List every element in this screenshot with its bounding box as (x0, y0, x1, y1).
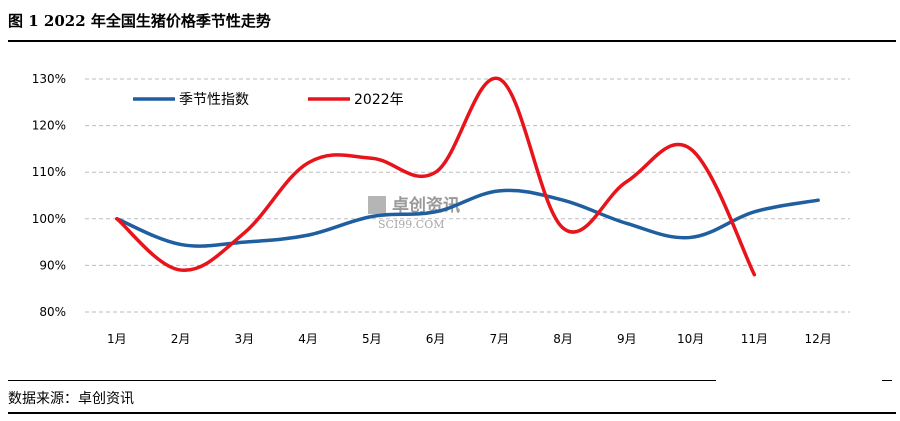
x-tick-label: 2月 (171, 332, 191, 346)
x-tick-label: 8月 (553, 332, 573, 346)
y-tick-label: 100% (32, 212, 66, 226)
x-tick-label: 12月 (804, 332, 831, 346)
x-tick-label: 5月 (362, 332, 382, 346)
y-tick-label: 80% (39, 305, 66, 319)
middle-rule-tick (882, 380, 892, 381)
y-tick-label: 130% (32, 72, 66, 86)
series-lines (115, 76, 820, 277)
x-axis-ticks: 1月 2月 3月 4月 5月 6月 7月 8月 9月 10月 11月 12月 (107, 332, 832, 346)
series-line-2022 (115, 76, 757, 277)
watermark-subtext: SCI99.COM (378, 218, 445, 231)
grid-lines (85, 78, 850, 313)
series-line-seasonal-index (115, 188, 820, 248)
source-note: 数据来源：卓创资讯 (8, 391, 134, 407)
y-tick-label: 110% (32, 165, 66, 179)
legend: 季节性指数 2022年 (133, 92, 404, 108)
x-tick-label: 11月 (741, 332, 768, 346)
middle-rule (8, 380, 716, 381)
x-tick-label: 1月 (107, 332, 127, 346)
x-tick-label: 4月 (298, 332, 318, 346)
top-rule (8, 40, 896, 42)
x-tick-label: 7月 (490, 332, 510, 346)
x-tick-label: 6月 (426, 332, 446, 346)
y-tick-label: 120% (32, 119, 66, 133)
legend-item-seasonal-index-label: 季节性指数 (179, 92, 249, 108)
x-tick-label: 9月 (617, 332, 637, 346)
watermark-logo-icon (368, 196, 386, 214)
figure-title: 图 1 2022 年全国生猪价格季节性走势 (8, 12, 271, 30)
x-tick-label: 3月 (235, 332, 255, 346)
bottom-rule (8, 412, 896, 414)
y-axis-ticks: 80% 90% 100% 110% 120% 130% (32, 72, 66, 319)
y-tick-label: 90% (39, 258, 66, 272)
x-tick-label: 10月 (677, 332, 704, 346)
legend-item-2022-label: 2022年 (354, 92, 404, 108)
